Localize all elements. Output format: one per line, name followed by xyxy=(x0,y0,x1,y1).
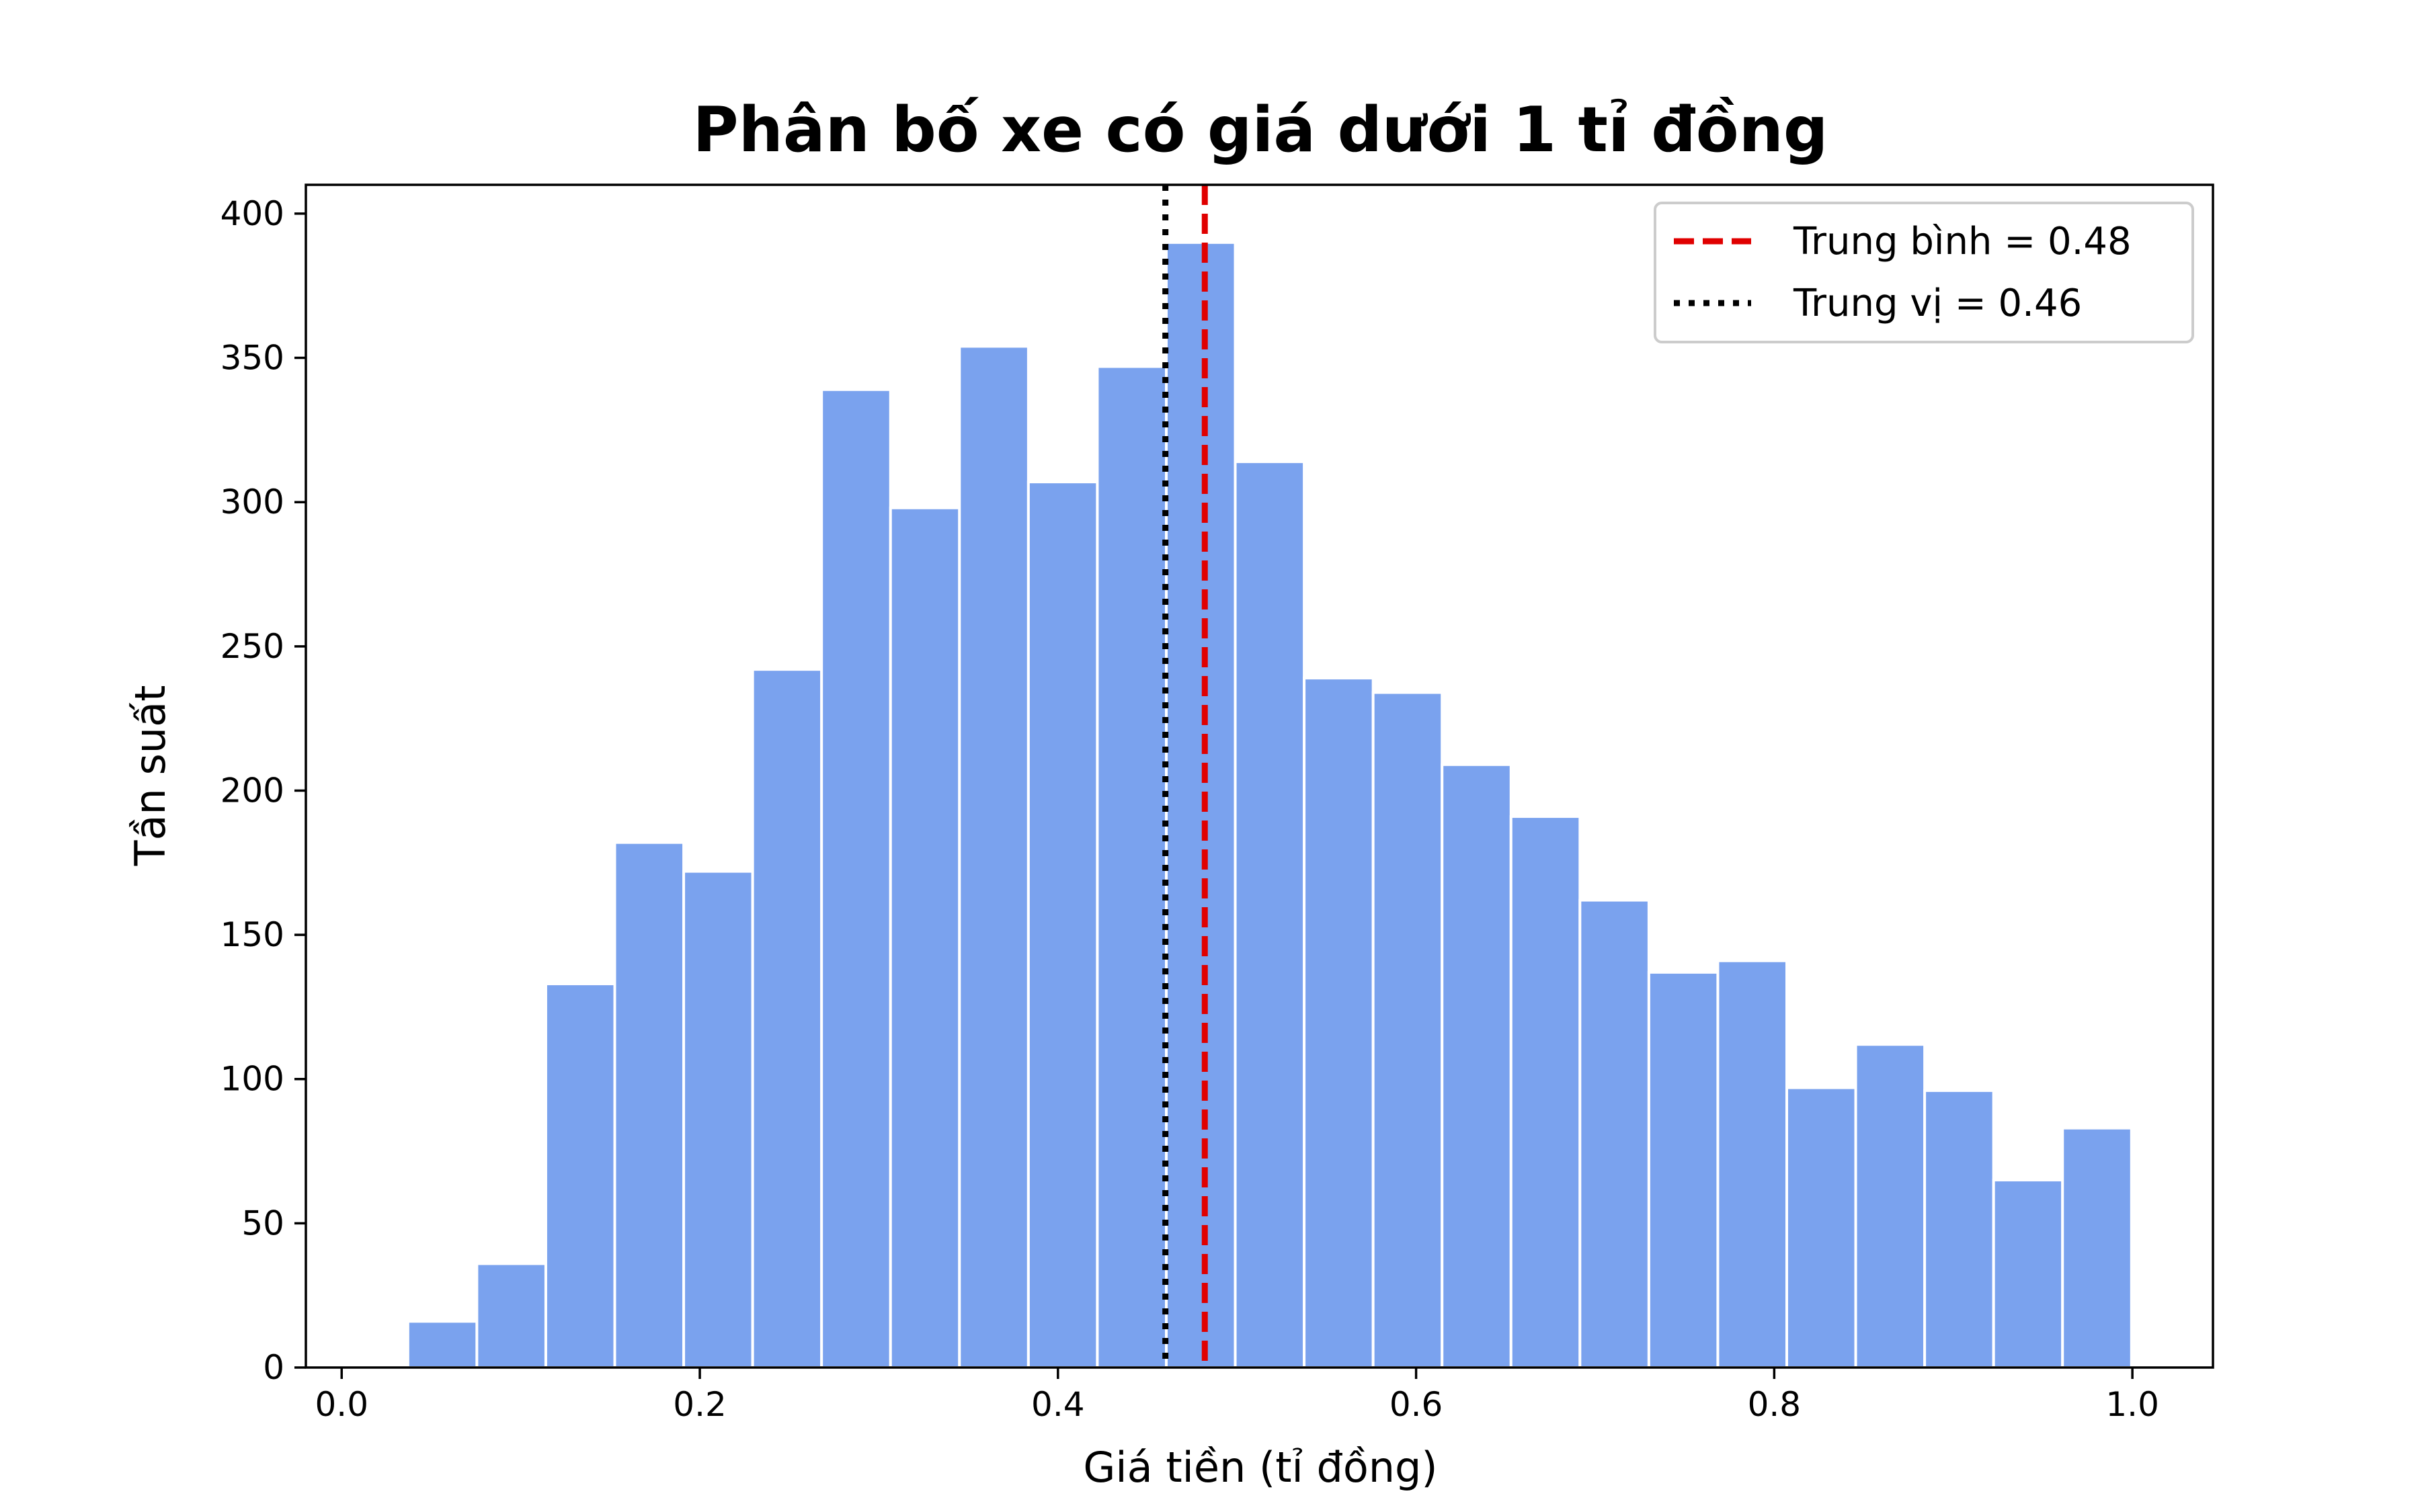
x-tick-label: 1.0 xyxy=(2105,1385,2159,1424)
plot-area-frame xyxy=(305,183,2214,1369)
y-tick-label: 0 xyxy=(263,1348,284,1387)
y-tick-label: 200 xyxy=(220,771,284,810)
histogram-bar xyxy=(1854,1043,1927,1369)
histogram-bar xyxy=(682,870,754,1370)
legend-mean-label: Trung bình = 0.48 xyxy=(1793,220,2132,263)
histogram-bar xyxy=(1785,1086,1857,1369)
y-tick-label: 400 xyxy=(220,194,284,233)
histogram-bar xyxy=(1441,763,1513,1369)
histogram-bar xyxy=(889,506,961,1369)
histogram-bar xyxy=(820,388,892,1369)
bars-group xyxy=(406,241,2133,1370)
histogram-bar xyxy=(1509,815,1582,1369)
x-axis-ticks: 0.0 0.2 0.4 0.6 0.8 1.0 xyxy=(315,1368,2159,1424)
y-axis-ticks: 0 50 100 150 200 250 300 350 400 xyxy=(220,194,306,1387)
histogram-bar xyxy=(613,841,686,1369)
histogram-bar xyxy=(1578,898,1650,1369)
histogram-bar xyxy=(406,1320,479,1369)
legend: Trung bình = 0.48 Trung vị = 0.46 xyxy=(1654,202,2194,343)
histogram-bar xyxy=(1096,365,1168,1370)
histogram-bar xyxy=(2061,1126,2133,1369)
histogram-bar xyxy=(1234,460,1306,1369)
histogram-bar xyxy=(751,668,823,1369)
x-tick-label: 0.6 xyxy=(1389,1385,1443,1424)
chart-title: Phân bố xe có giá dưới 1 tỉ đồng xyxy=(693,93,1828,166)
x-tick-label: 0.8 xyxy=(1748,1385,1802,1424)
histogram-bar xyxy=(1371,691,1444,1369)
y-tick-label: 100 xyxy=(220,1060,284,1099)
y-tick-label: 150 xyxy=(220,915,284,954)
histogram-bar xyxy=(475,1262,547,1369)
reference-lines-group xyxy=(1162,185,1208,1368)
x-tick-label: 0.0 xyxy=(315,1385,369,1424)
x-tick-label: 0.4 xyxy=(1031,1385,1085,1424)
histogram-bar xyxy=(1716,959,1789,1369)
y-axis-label: Tần suất xyxy=(126,685,175,867)
histogram-bar xyxy=(1992,1178,2064,1369)
y-tick-label: 50 xyxy=(241,1204,284,1243)
histogram-bar xyxy=(1303,677,1375,1369)
legend-box xyxy=(1654,202,2194,343)
y-tick-label: 300 xyxy=(220,482,284,521)
y-tick-label: 350 xyxy=(220,339,284,378)
histogram-bar xyxy=(1647,970,1720,1369)
histogram-bar xyxy=(1164,241,1237,1370)
histogram-bar xyxy=(544,982,616,1369)
histogram-bar xyxy=(1026,480,1099,1369)
x-tick-label: 0.2 xyxy=(673,1385,727,1424)
histogram-bar xyxy=(1923,1089,1995,1370)
y-tick-label: 250 xyxy=(220,627,284,666)
x-axis-label: Giá tiền (tỉ đồng) xyxy=(1083,1443,1437,1492)
legend-median-label: Trung vị = 0.46 xyxy=(1793,282,2082,325)
histogram-bar xyxy=(958,345,1030,1369)
